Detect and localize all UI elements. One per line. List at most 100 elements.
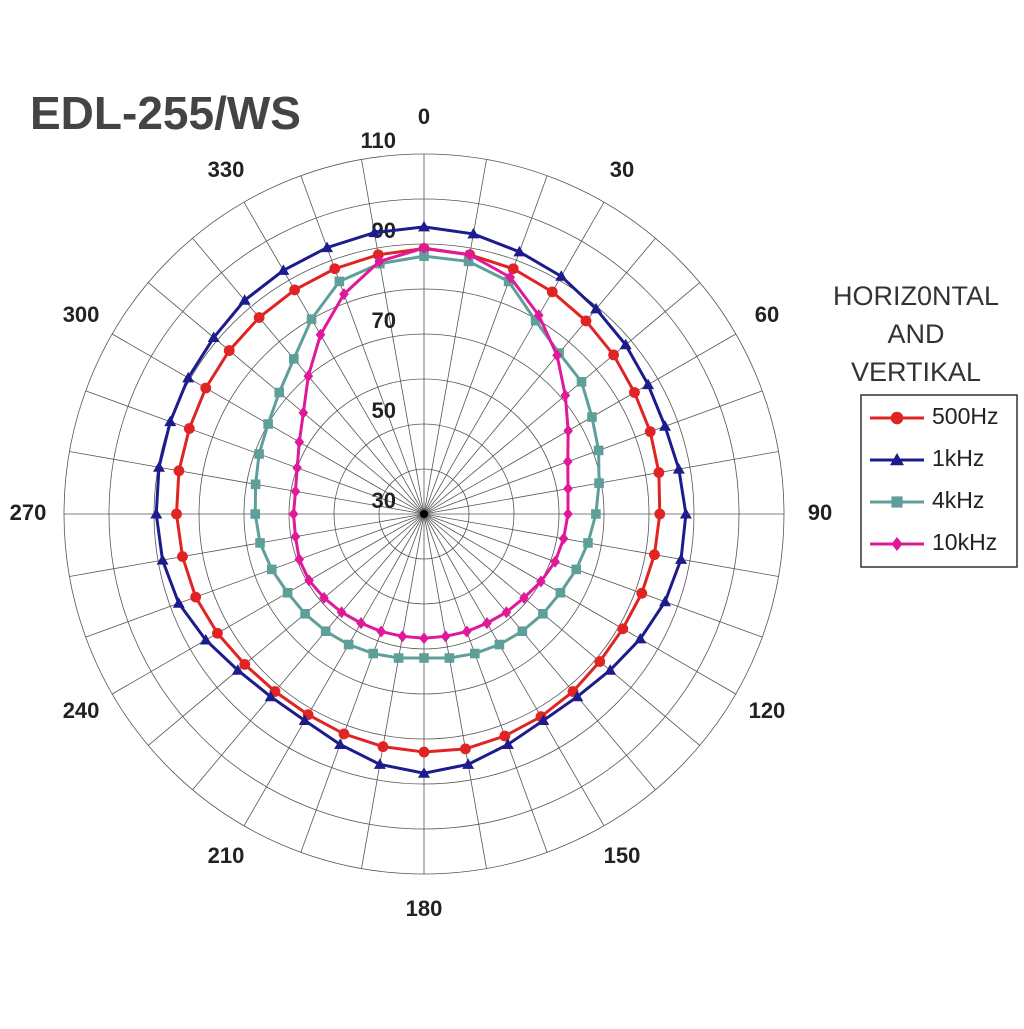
spoke xyxy=(361,159,425,515)
marker xyxy=(555,270,568,281)
marker xyxy=(231,664,244,675)
legend-label: 4kHz xyxy=(932,487,984,513)
spoke xyxy=(423,513,487,869)
angle-tick-label: 300 xyxy=(63,302,100,327)
spoke xyxy=(423,175,548,515)
spoke xyxy=(423,513,701,746)
marker xyxy=(419,242,429,255)
marker xyxy=(444,653,455,663)
marker xyxy=(419,632,429,645)
marker xyxy=(339,288,349,301)
marker xyxy=(653,467,665,478)
marker xyxy=(571,564,582,575)
marker xyxy=(460,743,471,755)
spoke xyxy=(192,513,425,791)
marker xyxy=(533,309,544,322)
marker xyxy=(183,423,195,434)
marker xyxy=(563,508,573,520)
legend-title: AND xyxy=(887,319,944,349)
marker xyxy=(659,595,672,607)
marker xyxy=(463,256,474,267)
spoke xyxy=(423,237,656,515)
legend-title: VERTIKAL xyxy=(851,357,981,387)
legend-box xyxy=(860,394,1018,568)
marker xyxy=(591,509,601,519)
marker xyxy=(552,349,562,362)
marker xyxy=(571,690,584,702)
marker xyxy=(469,648,480,659)
marker xyxy=(617,623,629,635)
marker xyxy=(343,639,354,650)
marker xyxy=(182,371,195,383)
marker xyxy=(164,415,177,427)
marker xyxy=(373,758,386,769)
marker xyxy=(290,485,301,498)
marker xyxy=(300,608,310,619)
spoke xyxy=(69,513,425,577)
angle-tick-label: 330 xyxy=(208,157,245,182)
marker xyxy=(223,345,235,356)
legend-label: 10kHz xyxy=(932,529,997,555)
marker xyxy=(321,241,334,253)
marker xyxy=(292,461,302,474)
marker xyxy=(368,226,381,238)
marker xyxy=(501,606,512,619)
spoke xyxy=(300,513,425,853)
marker xyxy=(563,482,573,495)
marker xyxy=(304,574,314,587)
marker xyxy=(558,532,569,545)
marker xyxy=(530,315,541,326)
marker xyxy=(461,625,472,638)
marker xyxy=(467,227,480,239)
marker xyxy=(583,538,593,548)
marker xyxy=(517,626,528,637)
marker xyxy=(644,426,656,438)
marker xyxy=(397,630,408,643)
marker xyxy=(338,728,350,740)
angle-tick-label: 150 xyxy=(604,843,641,868)
marker xyxy=(546,286,558,298)
marker xyxy=(629,387,640,398)
spoke xyxy=(423,513,763,638)
marker xyxy=(494,639,505,650)
marker xyxy=(356,617,366,630)
legend-marker xyxy=(891,496,903,508)
marker xyxy=(254,449,264,459)
marker xyxy=(199,634,212,645)
marker xyxy=(173,465,185,477)
marker xyxy=(482,617,492,630)
spoke xyxy=(423,513,548,853)
marker xyxy=(298,714,311,726)
marker xyxy=(306,314,317,324)
marker xyxy=(654,508,666,520)
legend-marker xyxy=(890,411,904,425)
marker xyxy=(264,690,277,702)
marker xyxy=(580,315,592,327)
marker xyxy=(513,245,526,257)
marker xyxy=(462,758,475,769)
marker xyxy=(536,575,546,588)
marker xyxy=(672,463,685,474)
marker xyxy=(649,549,660,561)
spoke xyxy=(243,202,425,515)
marker xyxy=(319,591,329,604)
marker xyxy=(519,591,529,604)
legend-label: 1kHz xyxy=(932,445,984,471)
spoke xyxy=(85,513,425,638)
spoke xyxy=(147,513,425,746)
marker xyxy=(255,538,265,548)
marker xyxy=(550,555,560,568)
marker xyxy=(290,530,301,543)
marker xyxy=(501,738,514,749)
marker xyxy=(604,664,617,675)
marker xyxy=(499,730,511,742)
spoke xyxy=(423,282,701,515)
marker xyxy=(200,382,212,394)
marker xyxy=(555,587,566,598)
marker xyxy=(294,436,305,448)
marker xyxy=(315,328,326,341)
marker xyxy=(576,377,587,387)
spoke xyxy=(112,513,425,695)
legend-marker xyxy=(890,453,904,466)
